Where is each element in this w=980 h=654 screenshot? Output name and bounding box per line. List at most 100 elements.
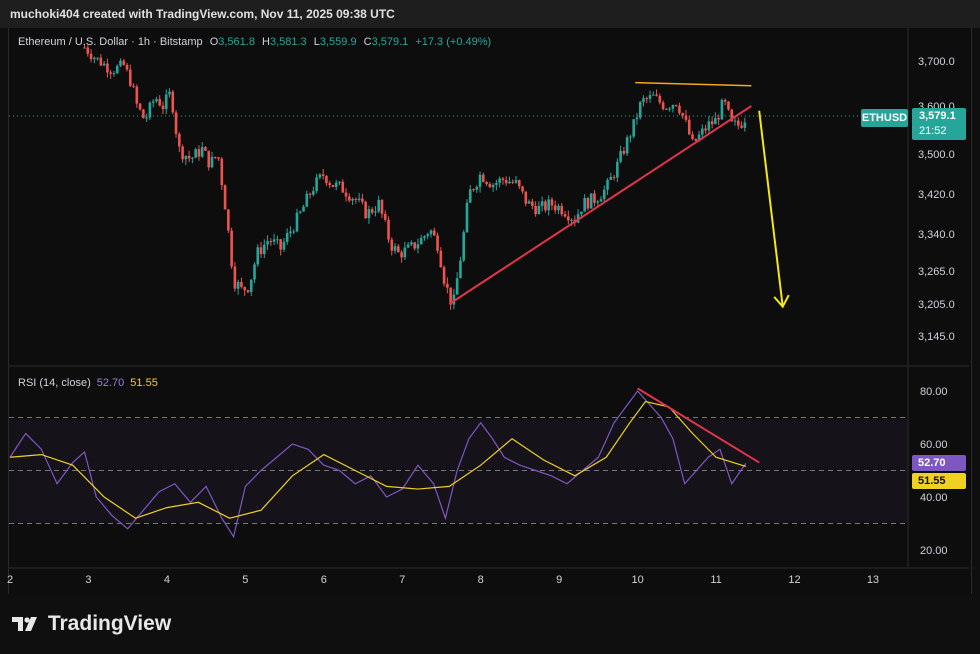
rsi-ma-legend-value: 51.55 (130, 377, 158, 389)
candle (632, 119, 635, 137)
candle (106, 63, 109, 73)
candle (112, 73, 116, 75)
candle (331, 184, 335, 187)
candle (446, 283, 449, 288)
candle (367, 209, 371, 219)
candle (266, 241, 269, 245)
candle (230, 230, 233, 267)
rsi-tick-label: 80.00 (920, 386, 948, 398)
candle (736, 120, 740, 126)
candle (86, 47, 90, 54)
candle (661, 102, 665, 110)
candle (468, 189, 472, 203)
rsi-divergence-line[interactable] (637, 387, 760, 464)
candle (142, 109, 145, 119)
candle (400, 252, 403, 258)
candle (586, 198, 590, 209)
candle (436, 235, 439, 251)
candle (115, 65, 119, 74)
candle (312, 191, 315, 195)
candle (740, 125, 743, 128)
high-key: H (262, 36, 270, 48)
high-value: 3,581.3 (269, 36, 307, 48)
candle (246, 290, 250, 293)
chart-frame (8, 28, 972, 594)
candle (609, 176, 613, 180)
candle (583, 198, 586, 212)
candle (325, 175, 328, 184)
candle (298, 211, 302, 213)
candle (334, 182, 338, 187)
close-value: 3,579.1 (371, 36, 409, 48)
candle (478, 174, 482, 187)
candle (347, 196, 351, 201)
candle (638, 101, 642, 118)
candle (416, 244, 420, 249)
candle (439, 250, 443, 268)
candle (223, 185, 227, 210)
candle (89, 53, 93, 60)
candle (364, 201, 367, 219)
candle (135, 86, 139, 104)
time-tick-label: 3 (85, 574, 91, 586)
bar-countdown: 21:52 (919, 125, 947, 137)
price-tick-label: 3,265.0 (918, 266, 955, 278)
candle (508, 181, 511, 184)
candle (527, 201, 531, 204)
candle (570, 219, 573, 221)
candle (701, 128, 704, 135)
candle (178, 133, 181, 147)
candle (710, 121, 714, 125)
candle (648, 95, 652, 99)
rsi-value-tag: 52.70 (912, 455, 966, 471)
candle (727, 101, 730, 110)
candle (351, 198, 354, 201)
candle (328, 183, 331, 185)
candle (625, 137, 629, 154)
candle (602, 189, 606, 200)
candle (145, 117, 148, 119)
candle (720, 99, 724, 120)
rsi-band (9, 419, 908, 523)
candle (393, 246, 397, 251)
rsi-ma-value-tag: 51.55 (912, 473, 966, 489)
candle (452, 294, 456, 305)
candle (580, 211, 583, 215)
tradingview-logo[interactable]: TradingView (12, 612, 171, 636)
candle (344, 192, 348, 197)
time-tick-label: 11 (710, 574, 721, 586)
candle (567, 216, 570, 221)
candle (678, 105, 681, 114)
candle (151, 101, 155, 103)
time-tick-label: 12 (788, 574, 800, 586)
candle (168, 91, 171, 95)
candle (612, 176, 616, 178)
projection-arrow[interactable] (758, 110, 784, 307)
candle (645, 98, 649, 100)
candle (164, 94, 168, 110)
last-price: 3,579.1 (919, 110, 956, 122)
candle (423, 236, 426, 238)
support-trendline[interactable] (448, 105, 752, 305)
candle (655, 94, 658, 96)
candle (321, 174, 325, 176)
symbol-price-tag[interactable]: ETHUSD (861, 109, 908, 127)
candle (544, 201, 547, 211)
candle (259, 247, 263, 255)
candle (403, 247, 407, 258)
candle (419, 237, 423, 245)
resistance-line[interactable] (635, 81, 752, 87)
candle (707, 121, 711, 131)
candle (557, 205, 560, 211)
candle (263, 244, 266, 255)
candle (282, 241, 286, 250)
candle (524, 191, 528, 204)
candle (599, 199, 603, 202)
candle (191, 157, 194, 159)
candle (514, 180, 518, 183)
candle (269, 241, 273, 243)
time-tick-label: 13 (867, 574, 879, 586)
candle (495, 182, 498, 185)
price-tick-label: 3,205.0 (918, 299, 955, 311)
